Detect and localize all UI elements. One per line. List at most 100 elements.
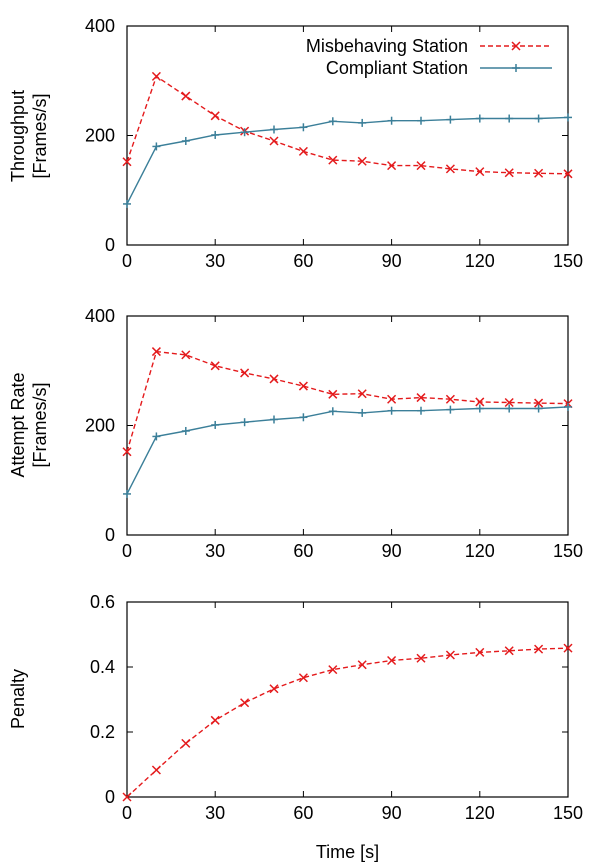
data-point-misbehaving	[210, 111, 220, 121]
data-point-misbehaving	[563, 643, 573, 653]
data-point-compliant	[475, 404, 484, 413]
data-point-misbehaving	[563, 169, 573, 179]
x-axis-title: Time [s]	[316, 842, 379, 862]
y-tick-label: 0.6	[90, 592, 115, 612]
marker-stroke	[475, 167, 485, 177]
marker-stroke	[534, 644, 544, 654]
series-line-compliant	[126, 406, 569, 495]
data-point-compliant	[564, 113, 572, 122]
data-point-compliant	[564, 402, 572, 411]
data-point-compliant	[417, 406, 425, 415]
y-tick-label: 400	[85, 16, 115, 36]
x-tick-label: 150	[553, 803, 583, 823]
x-tick-label: 120	[465, 803, 495, 823]
data-point-misbehaving	[504, 646, 514, 656]
data-point-compliant	[328, 117, 337, 126]
y-tick-label: 0	[105, 525, 115, 545]
legend-swatch-marker	[511, 41, 521, 51]
x-tick-label: 0	[122, 251, 132, 271]
y-axis-title: Attempt Rate	[8, 372, 28, 477]
marker-stroke	[328, 389, 338, 399]
data-point-compliant	[123, 199, 131, 208]
data-point-misbehaving	[240, 368, 250, 378]
data-point-compliant	[240, 128, 249, 137]
data-point-misbehaving	[357, 389, 367, 399]
x-tick-label: 90	[382, 251, 402, 271]
marker-stroke	[269, 684, 279, 694]
data-point-compliant	[387, 116, 396, 125]
x-tick-label: 30	[205, 251, 225, 271]
marker-stroke	[298, 673, 308, 683]
data-point-misbehaving	[534, 168, 544, 178]
data-point-misbehaving	[328, 389, 338, 399]
legend-label: Compliant Station	[326, 58, 468, 78]
marker-stroke	[416, 161, 426, 171]
marker-stroke	[181, 91, 191, 101]
x-tick-label: 120	[465, 541, 495, 561]
data-point-misbehaving	[357, 660, 367, 670]
y-tick-label: 200	[85, 416, 115, 436]
marker-stroke	[387, 655, 397, 666]
y-tick-label: 400	[85, 306, 115, 326]
marker-stroke	[269, 374, 279, 384]
data-point-compliant	[475, 114, 484, 123]
x-tick-label: 150	[553, 251, 583, 271]
data-point-compliant	[211, 130, 220, 139]
marker-stroke	[357, 156, 367, 166]
data-point-misbehaving	[534, 398, 544, 408]
data-point-misbehaving	[298, 673, 308, 683]
x-tick-label: 0	[122, 803, 132, 823]
data-point-misbehaving	[122, 447, 132, 457]
data-point-compliant	[387, 406, 396, 415]
data-point-misbehaving	[357, 156, 367, 166]
marker-stroke	[445, 164, 455, 174]
data-point-compliant	[446, 115, 455, 124]
marker-stroke	[534, 398, 544, 408]
marker-stroke	[563, 169, 573, 179]
data-point-compliant	[534, 404, 543, 413]
marker-stroke	[504, 646, 514, 656]
data-point-misbehaving	[298, 381, 308, 391]
y-axis-title: Throughput	[8, 90, 28, 182]
x-tick-label: 120	[465, 251, 495, 271]
chart-panel-1: 0 30 60 90 120 150 0 200 400 Throughput [Frames/s]…	[8, 16, 583, 271]
data-point-compliant	[123, 489, 131, 498]
data-point-misbehaving	[122, 792, 132, 802]
data-point-compliant	[446, 405, 455, 414]
data-point-compliant	[299, 123, 308, 132]
data-point-compliant	[505, 404, 514, 413]
marker-stroke	[357, 660, 367, 670]
data-point-misbehaving	[445, 650, 455, 660]
legend-swatch-marker	[512, 64, 520, 72]
marker-stroke	[122, 792, 132, 802]
data-point-misbehaving	[328, 665, 338, 675]
data-point-misbehaving	[122, 157, 132, 167]
data-point-compliant	[417, 116, 425, 125]
data-point-compliant	[240, 418, 249, 427]
marker-stroke	[298, 146, 308, 156]
data-point-misbehaving	[416, 161, 426, 171]
y-axis-title: [Frames/s]	[30, 93, 50, 178]
data-point-misbehaving	[269, 374, 279, 384]
x-tick-label: 0	[122, 541, 132, 561]
marker-stroke	[357, 389, 367, 399]
data-point-misbehaving	[416, 653, 426, 663]
marker-stroke	[534, 168, 544, 178]
x-tick-label: 90	[382, 803, 402, 823]
marker-stroke	[210, 361, 220, 371]
data-point-compliant	[328, 407, 337, 416]
x-tick-label: 60	[293, 541, 313, 561]
data-point-misbehaving	[298, 146, 308, 156]
data-point-compliant	[152, 142, 161, 151]
x-tick-label: 90	[382, 541, 402, 561]
y-tick-label: 200	[85, 126, 115, 146]
plot-frame	[126, 601, 569, 798]
marker-stroke	[387, 394, 397, 404]
data-point-compliant	[358, 408, 367, 417]
marker-stroke	[240, 368, 250, 378]
x-tick-label: 60	[293, 251, 313, 271]
y-tick-label: 0.4	[90, 657, 115, 677]
marker-stroke	[475, 397, 485, 407]
data-point-misbehaving	[269, 684, 279, 694]
